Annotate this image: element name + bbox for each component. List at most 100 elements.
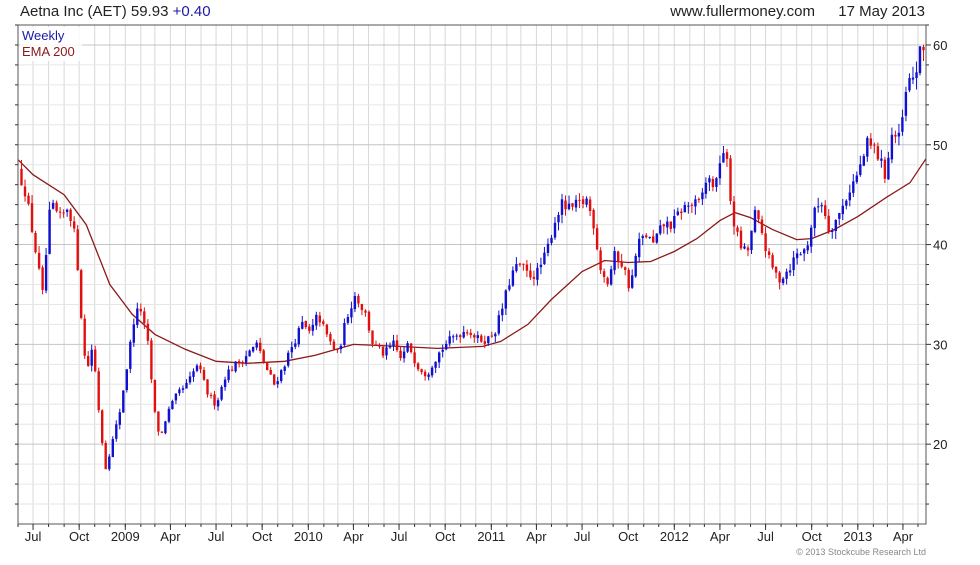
chart-title: Aetna Inc (AET) 59.93 +0.40 <box>20 3 211 20</box>
x-tick-label: Oct <box>618 529 639 544</box>
source-label: www.fullermoney.com <box>669 3 815 20</box>
y-tick-label: 60 <box>933 38 947 53</box>
candle-body <box>627 270 630 289</box>
candle-body <box>167 408 171 422</box>
candle-body <box>764 233 767 252</box>
candle-body <box>624 267 627 270</box>
candle-body <box>230 369 234 371</box>
candle-body <box>434 361 437 368</box>
legend-ema: EMA 200 <box>22 44 75 59</box>
candle-body <box>908 78 911 91</box>
candle-body <box>150 340 153 380</box>
candle-body <box>648 236 651 238</box>
candle-body <box>153 380 157 412</box>
candle-body <box>525 264 529 271</box>
candle-body <box>378 345 381 347</box>
candle-body <box>606 277 609 285</box>
x-tick-label: 2013 <box>843 529 872 544</box>
candle-body <box>718 163 722 179</box>
candle-body <box>652 236 655 243</box>
candle-body <box>592 210 595 229</box>
candle-body <box>97 371 100 411</box>
candle-body <box>287 352 290 366</box>
candle-body <box>574 199 578 208</box>
candle-body <box>795 253 799 259</box>
candle-body <box>413 352 416 364</box>
candle-body <box>73 221 76 229</box>
candle-body <box>743 246 746 249</box>
candle-body <box>276 381 279 385</box>
candle-body <box>318 315 321 323</box>
candle-body <box>20 168 23 186</box>
candle-body <box>588 199 592 211</box>
candle-body <box>536 267 539 280</box>
candle-body <box>202 369 206 380</box>
candle-body <box>788 270 792 273</box>
candle-body <box>553 222 557 238</box>
candle-body <box>694 199 697 207</box>
candle-body <box>539 264 543 268</box>
candle-body <box>557 214 560 223</box>
candle-body <box>585 198 588 205</box>
candle-body <box>855 175 858 182</box>
candle-body <box>767 251 771 255</box>
candle-body <box>638 238 641 258</box>
candle-body <box>136 308 139 325</box>
candle-body <box>266 362 269 371</box>
candle-body <box>452 336 455 338</box>
candle-body <box>416 363 420 370</box>
candle-body <box>132 324 135 343</box>
candle-body <box>94 349 97 372</box>
ema-line <box>17 158 927 364</box>
candle-body <box>722 153 725 163</box>
candle-body <box>834 220 837 231</box>
x-tick-label: Jul <box>574 529 591 544</box>
candle-body <box>48 209 51 254</box>
candle-body <box>367 311 371 331</box>
candle-body <box>659 225 662 234</box>
candle-body <box>223 379 227 388</box>
candle-body <box>129 341 132 369</box>
candle-body <box>273 374 276 385</box>
candle-body <box>817 206 820 208</box>
candle-body <box>690 204 694 206</box>
candle-body <box>37 252 41 269</box>
candle-body <box>111 439 114 457</box>
candle-body <box>462 332 465 338</box>
candle-body <box>487 336 490 344</box>
candle-body <box>897 132 901 137</box>
candle-body <box>301 321 304 329</box>
candle-body <box>188 376 192 383</box>
candle-body <box>866 137 869 157</box>
candle-body <box>290 347 293 353</box>
candle-body <box>27 195 30 204</box>
candle-body <box>560 199 564 215</box>
candle-body <box>820 205 823 207</box>
candle-body <box>122 390 125 413</box>
candle-body <box>480 335 483 342</box>
y-tick-label: 30 <box>933 337 947 352</box>
candle-body <box>543 252 546 264</box>
candle-body <box>371 330 374 344</box>
candle-body <box>34 233 37 253</box>
candle-body <box>613 251 616 271</box>
candle-body <box>473 335 476 338</box>
x-tick-label: Apr <box>343 529 364 544</box>
candle-body <box>876 146 880 160</box>
candle-body <box>269 370 272 375</box>
candle-body <box>308 326 311 331</box>
date-label: 17 May 2013 <box>838 3 925 20</box>
candle-body <box>55 202 58 212</box>
candle-body <box>104 443 107 470</box>
candle-body <box>350 308 353 318</box>
candle-body <box>395 340 399 351</box>
candle-body <box>195 365 199 371</box>
candle-body <box>497 315 500 334</box>
candle-body <box>918 46 922 74</box>
x-tick-label: Jul <box>208 529 225 544</box>
candle-body <box>922 46 925 51</box>
candle-body <box>501 308 504 316</box>
candle-body <box>904 92 908 116</box>
candle-body <box>848 192 851 201</box>
x-tick-label: Apr <box>893 529 914 544</box>
